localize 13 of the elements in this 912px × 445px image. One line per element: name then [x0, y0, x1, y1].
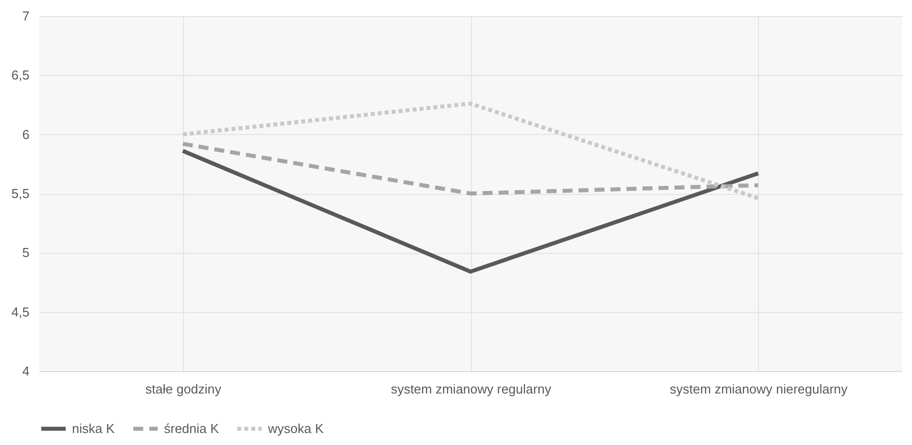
- y-tick-label: 7: [22, 8, 30, 24]
- legend-label: wysoka K: [267, 420, 324, 436]
- y-tick-label: 4: [22, 364, 30, 378]
- legend-label: średnia K: [164, 420, 220, 436]
- y-tick-label: 4,5: [11, 304, 30, 320]
- legend-label: niska K: [72, 420, 115, 436]
- x-tick-label: system zmianowy regularny: [390, 382, 552, 396]
- y-tick-label: 6: [22, 126, 30, 142]
- x-tick-label: stałe godziny: [145, 382, 222, 396]
- y-tick-label: 5,5: [11, 186, 30, 201]
- y-tick-label: 5: [22, 245, 30, 260]
- y-tick-label: 6,5: [11, 68, 30, 83]
- x-tick-label: system zmianowy nieregularny: [670, 382, 848, 396]
